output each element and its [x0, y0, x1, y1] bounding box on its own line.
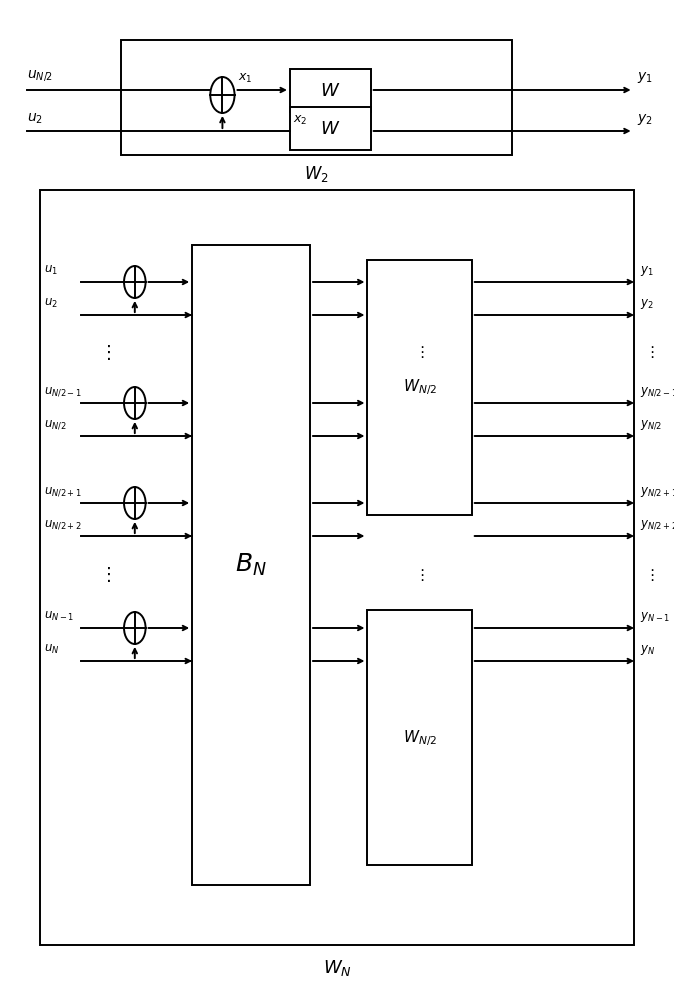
Bar	[121, 40, 512, 155]
Text: $u_2$: $u_2$	[27, 112, 43, 126]
Text: $W$: $W$	[320, 82, 340, 100]
Text: $u_N$: $u_N$	[44, 643, 59, 656]
Text: $u_1$: $u_1$	[44, 264, 58, 277]
Bar	[40, 190, 634, 945]
Bar	[367, 610, 472, 865]
Text: $u_2$: $u_2$	[44, 297, 58, 310]
Text: $\vdots$: $\vdots$	[98, 566, 111, 584]
Text: $W_{N/2}$: $W_{N/2}$	[402, 728, 437, 748]
Text: $u_{N/2}$: $u_{N/2}$	[44, 418, 66, 431]
Text: $W$: $W$	[320, 120, 340, 138]
Text: $u_{N/2-1}$: $u_{N/2-1}$	[44, 385, 82, 398]
Bar	[367, 260, 472, 515]
Text: $u_{N/2}$: $u_{N/2}$	[27, 69, 53, 84]
Text: $u_{N/2+1}$: $u_{N/2+1}$	[44, 485, 82, 498]
Text: $W_2$: $W_2$	[305, 164, 329, 184]
Text: $\vdots$: $\vdots$	[98, 342, 111, 361]
Text: $y_2$: $y_2$	[640, 297, 654, 311]
Bar	[290, 69, 371, 112]
Text: $y_2$: $y_2$	[637, 112, 652, 127]
Text: $y_{N-1}$: $y_{N-1}$	[640, 610, 670, 624]
Text: $u_{N-1}$: $u_{N-1}$	[44, 610, 74, 623]
Text: $\vdots$: $\vdots$	[644, 567, 654, 583]
Text: $\vdots$: $\vdots$	[415, 567, 425, 583]
Text: $y_{N/2}$: $y_{N/2}$	[640, 418, 663, 432]
Text: $u_{N/2+2}$: $u_{N/2+2}$	[44, 518, 82, 531]
Text: $y_{N/2+2}$: $y_{N/2+2}$	[640, 518, 674, 532]
Text: $B_N$: $B_N$	[235, 552, 267, 578]
Text: $W_{N/2}$: $W_{N/2}$	[402, 377, 437, 397]
Bar	[290, 107, 371, 150]
Bar	[192, 245, 310, 885]
Text: $W_N$: $W_N$	[323, 958, 351, 978]
Text: $y_{N/2-1}$: $y_{N/2-1}$	[640, 385, 674, 399]
Text: $\vdots$: $\vdots$	[415, 344, 425, 360]
Text: $x_1$: $x_1$	[238, 72, 252, 85]
Text: $x_2$: $x_2$	[293, 114, 307, 127]
Text: $y_1$: $y_1$	[637, 70, 652, 85]
Text: $y_N$: $y_N$	[640, 643, 656, 657]
Text: $y_1$: $y_1$	[640, 264, 654, 278]
Text: $y_{N/2+1}$: $y_{N/2+1}$	[640, 486, 674, 499]
Text: $\vdots$: $\vdots$	[644, 344, 654, 360]
